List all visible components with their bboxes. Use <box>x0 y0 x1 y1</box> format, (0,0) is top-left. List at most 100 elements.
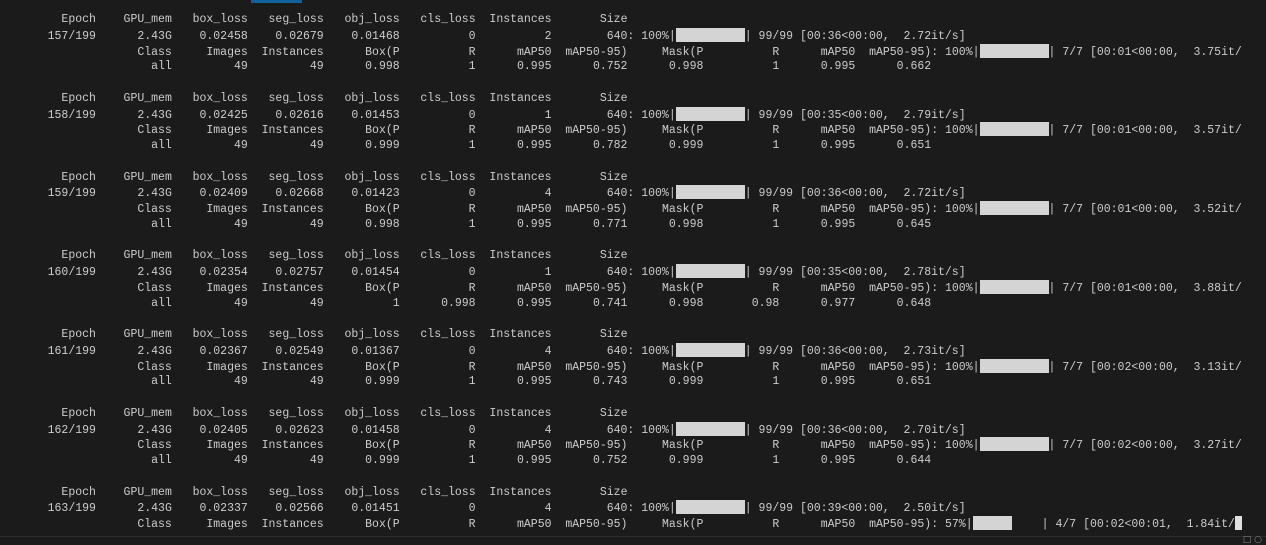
metric-value: 49 <box>233 139 248 152</box>
column-header: Images <box>206 439 248 453</box>
column-header: Box(P <box>365 439 400 453</box>
seg-loss-value: 0.02549 <box>275 344 324 358</box>
obj-loss-value: 0.01453 <box>351 108 400 122</box>
instances-value: 4 <box>544 423 552 437</box>
train-values-row: 160/199 2.43G 0.02354 0.02757 0.01454 0 … <box>47 264 966 279</box>
metric-value: 0.998 <box>668 296 704 310</box>
train-progress-percent: 100% <box>641 108 669 122</box>
seg-loss-value: 0.02679 <box>275 29 324 43</box>
metric-value: all <box>151 139 172 152</box>
val-progress-timing: [00:02<00:01, 1.84it/ <box>1083 518 1235 531</box>
val-progress-timing: [00:01<00:00, 3.88it/ <box>1089 281 1242 295</box>
column-header: seg_loss <box>268 406 324 420</box>
maximize-icon[interactable]: □ <box>1242 535 1252 545</box>
cls-loss-value: 0 <box>468 344 476 358</box>
train-progress-percent: 100% <box>641 502 669 516</box>
column-header: seg_loss <box>268 170 324 184</box>
train-header-row: Epoch GPU_mem box_loss seg_loss obj_loss… <box>20 91 1242 107</box>
column-header: Instances <box>489 485 552 499</box>
val-progress-count: 7/7 <box>1062 45 1084 59</box>
seg-loss-value: 0.02668 <box>275 187 324 201</box>
metric-value: 0.995 <box>820 60 856 74</box>
val-progress-count: 4/7 <box>1055 518 1077 531</box>
metric-value: 1 <box>772 454 780 467</box>
column-header: mAP50 <box>820 360 856 374</box>
train-progress-bar <box>675 264 745 278</box>
metric-value: 0.999 <box>668 139 704 152</box>
metric-value: 0.998 <box>365 60 400 74</box>
column-header: obj_loss <box>344 91 400 105</box>
train-progress-percent: 100% <box>641 423 669 437</box>
val-progress-bar-fill <box>979 437 1049 452</box>
train-progress-timing: [00:35<00:00, 2.79it/s] <box>799 108 966 122</box>
metric-value: 0.752 <box>592 454 628 467</box>
box-loss-value: 0.02367 <box>199 344 248 358</box>
metric-value: 1 <box>772 217 780 231</box>
metric-value: all <box>151 375 172 389</box>
val-header-row: Class Images Instances Box(P R mAP50 mAP… <box>20 516 1242 532</box>
cls-loss-value: 0 <box>468 502 476 516</box>
train-progress-count: 99/99 <box>758 266 794 279</box>
column-header: R <box>468 360 476 374</box>
gpu-mem-value: 2.43G <box>137 108 172 122</box>
column-header: R <box>468 518 476 531</box>
column-header: R <box>772 281 780 295</box>
column-header: mAP50-95) <box>869 203 932 216</box>
column-header: obj_loss <box>344 170 400 184</box>
active-tab-indicator <box>251 0 302 3</box>
train-progress-timing: [00:36<00:00, 2.70it/s] <box>799 423 966 437</box>
metric-value: 49 <box>309 375 324 389</box>
val-header-row: Class Images Instances Box(P R mAP50 mAP… <box>137 358 1242 374</box>
seg-loss-value: 0.02616 <box>275 108 324 122</box>
terminal-cursor <box>1234 516 1242 530</box>
train-header-row: Epoch GPU_mem box_loss seg_loss obj_loss… <box>20 406 1242 422</box>
train-progress-bar-fill <box>675 500 745 515</box>
train-progress-bar <box>675 27 745 42</box>
instances-value: 4 <box>544 187 552 201</box>
metric-value: 0.999 <box>668 375 704 389</box>
train-progress-count: 99/99 <box>758 29 794 43</box>
column-header: mAP50 <box>517 360 552 374</box>
box-loss-value: 0.02354 <box>199 266 248 279</box>
column-header: mAP50 <box>820 203 856 216</box>
settings-icon[interactable]: ○ <box>1254 535 1262 545</box>
column-header: obj_loss <box>344 249 400 263</box>
val-progress-percent: 100% <box>945 281 973 295</box>
metric-value: 0.995 <box>517 60 552 74</box>
size-value: 640 <box>606 187 628 201</box>
val-header-row: Class Images Instances Box(P R mAP50 mAP… <box>137 437 1242 453</box>
size-value: 640 <box>606 29 628 43</box>
column-header: box_loss <box>192 406 248 420</box>
cls-loss-value: 0 <box>468 423 476 437</box>
instances-value: 4 <box>544 344 552 358</box>
train-progress-bar-fill <box>675 421 745 436</box>
metric-value: 49 <box>233 217 248 231</box>
box-loss-value: 0.02405 <box>199 423 248 437</box>
box-loss-value: 0.02337 <box>199 502 248 516</box>
metric-value: 0.995 <box>820 375 856 389</box>
cls-loss-value: 0 <box>468 29 476 43</box>
column-header: Instances <box>261 518 324 531</box>
panel-divider <box>0 536 1266 537</box>
metric-value: 0.977 <box>820 296 856 310</box>
column-header: mAP50-95) <box>565 518 628 531</box>
column-header: box_loss <box>192 170 248 184</box>
terminal-output[interactable]: Epoch GPU_mem box_loss seg_loss obj_loss… <box>20 12 1242 532</box>
column-header: seg_loss <box>268 328 324 341</box>
column-header: Mask(P <box>661 281 704 295</box>
val-progress-bar <box>972 516 1042 530</box>
column-header: mAP50-95) <box>869 124 932 138</box>
val-metrics-row: all 49 49 0.998 1 0.995 0.752 0.998 1 0.… <box>20 59 1242 75</box>
column-header: mAP50-95) <box>565 45 628 59</box>
val-progress-timing: [00:02<00:00, 3.27it/ <box>1089 439 1242 453</box>
column-header: Epoch <box>61 328 96 341</box>
column-header: obj_loss <box>344 485 400 499</box>
val-progress-timing: [00:02<00:00, 3.13it/ <box>1089 360 1242 374</box>
gpu-mem-value: 2.43G <box>137 344 172 358</box>
column-header: Box(P <box>365 203 400 216</box>
epoch-value: 157/199 <box>47 29 96 43</box>
val-progress-bar <box>979 358 1049 373</box>
metric-value: 0.741 <box>592 296 628 310</box>
column-header: Epoch <box>61 249 96 263</box>
column-header: R <box>772 124 780 138</box>
